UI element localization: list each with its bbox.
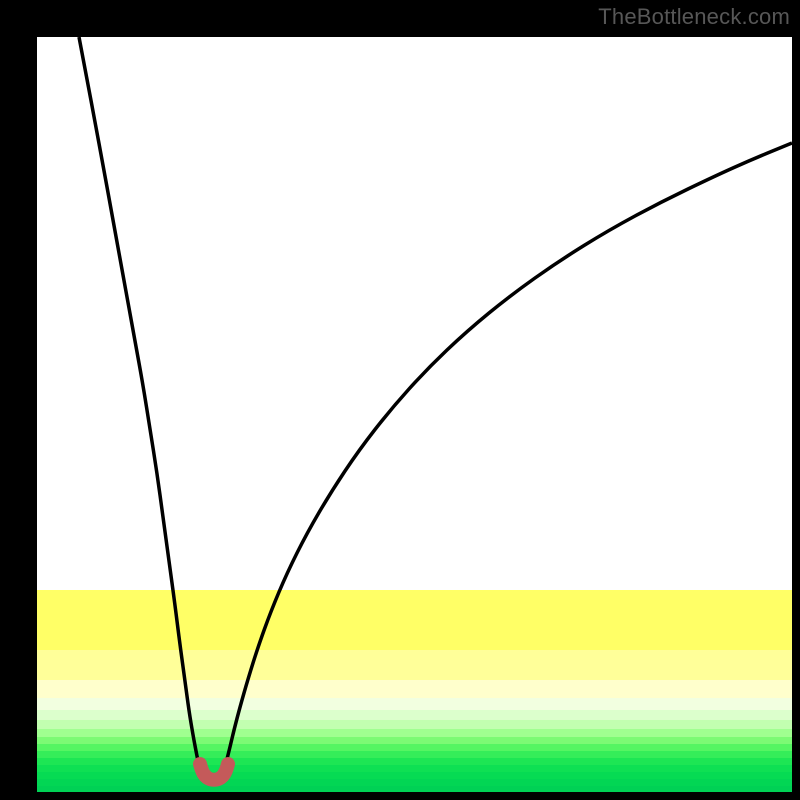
gradient-band	[37, 720, 792, 729]
gradient-upper	[37, 37, 792, 590]
gradient-band	[37, 680, 792, 698]
gradient-band	[37, 698, 792, 710]
gradient-band	[37, 765, 792, 772]
gradient-band	[37, 779, 792, 786]
chart-plot-area	[37, 37, 792, 792]
gradient-band	[37, 590, 792, 650]
gradient-band	[37, 772, 792, 779]
chart-background-gradient	[37, 37, 792, 792]
gradient-band	[37, 758, 792, 765]
gradient-band	[37, 710, 792, 720]
gradient-band	[37, 729, 792, 737]
gradient-band	[37, 737, 792, 744]
gradient-band	[37, 751, 792, 758]
gradient-band	[37, 744, 792, 751]
gradient-band	[37, 650, 792, 680]
gradient-band	[37, 786, 792, 792]
watermark-label: TheBottleneck.com	[598, 4, 790, 30]
